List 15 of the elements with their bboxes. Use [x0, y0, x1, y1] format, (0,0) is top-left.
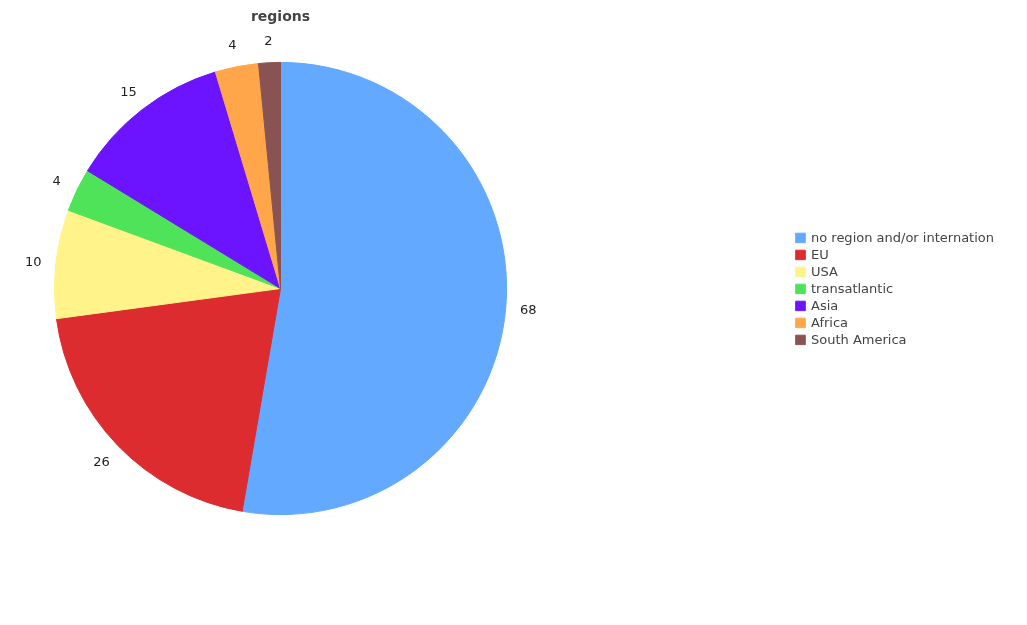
data-label: 4	[228, 37, 237, 53]
data-label: 15	[120, 84, 137, 100]
legend-label: no region and/or internation	[810, 229, 995, 245]
legend-label: transatlantic	[810, 280, 894, 296]
data-label: 10	[25, 253, 42, 269]
legend-label: South America	[810, 331, 907, 347]
legend-label: USA	[810, 263, 838, 279]
data-label: 2	[264, 32, 273, 48]
legend-label: Asia	[810, 297, 839, 313]
data-label: 4	[52, 172, 61, 188]
legend-label: Africa	[810, 314, 849, 330]
data-label: 26	[93, 453, 110, 469]
chart-title: regions	[250, 7, 311, 24]
data-label: 68	[520, 302, 537, 318]
legend-label: EU	[810, 246, 830, 262]
